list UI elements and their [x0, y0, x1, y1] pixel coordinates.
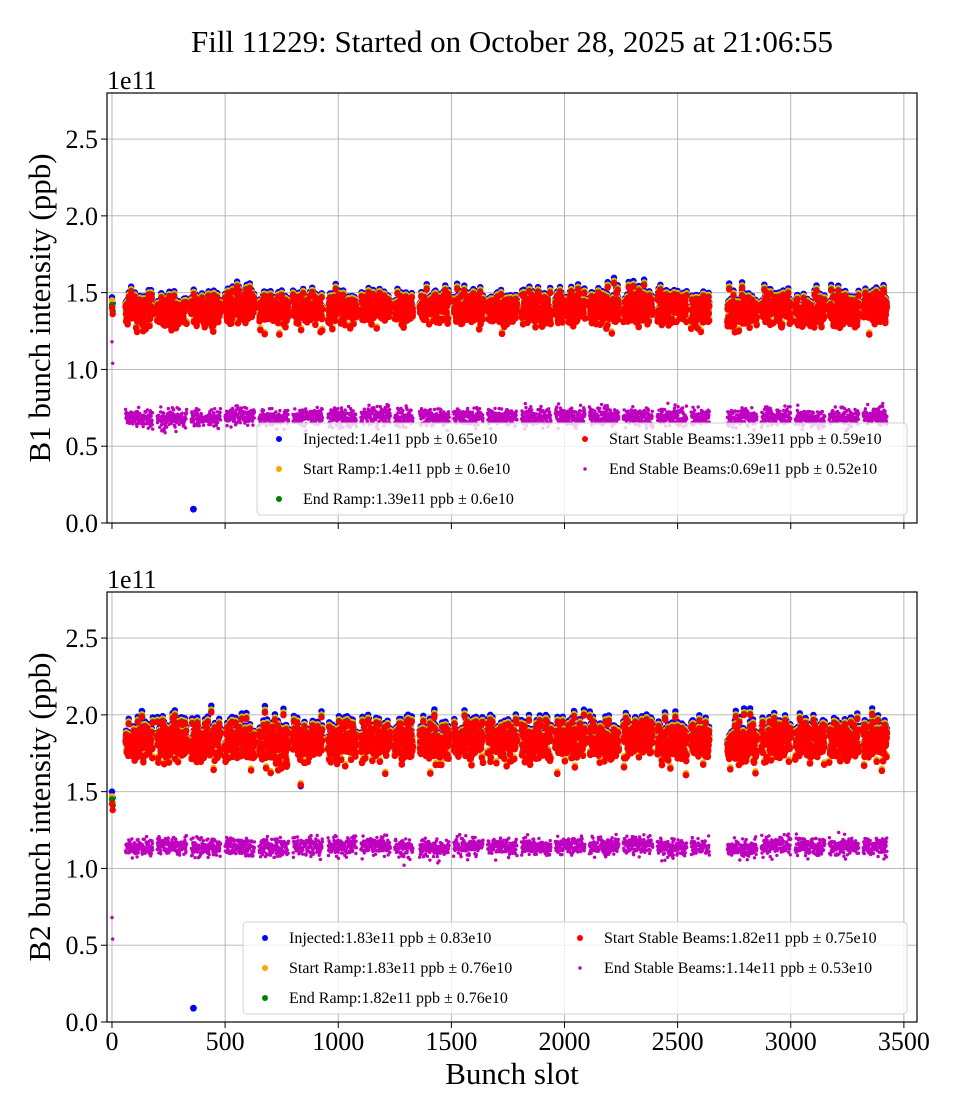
y-axis-label: B1 bunch intensity (ppb) [22, 153, 57, 462]
y-tick-label: 0.0 [66, 509, 99, 538]
y-tick-label: 1.0 [66, 355, 99, 384]
b1-intensity-axes: 0.0 0.5 1.0 1.5 2.0 2.5 1e11 B1 bunch intensity… [22, 66, 918, 538]
y-tick-label: 0.5 [66, 432, 99, 461]
y-tick-label: 1.5 [66, 279, 99, 308]
chart-title: Fill 11229: Started on October 28, 2025 … [191, 24, 833, 59]
y-tick-label: 2.0 [66, 202, 99, 231]
y-tick-label: 2.5 [66, 125, 99, 154]
y-offset-text: 1e11 [107, 66, 157, 95]
